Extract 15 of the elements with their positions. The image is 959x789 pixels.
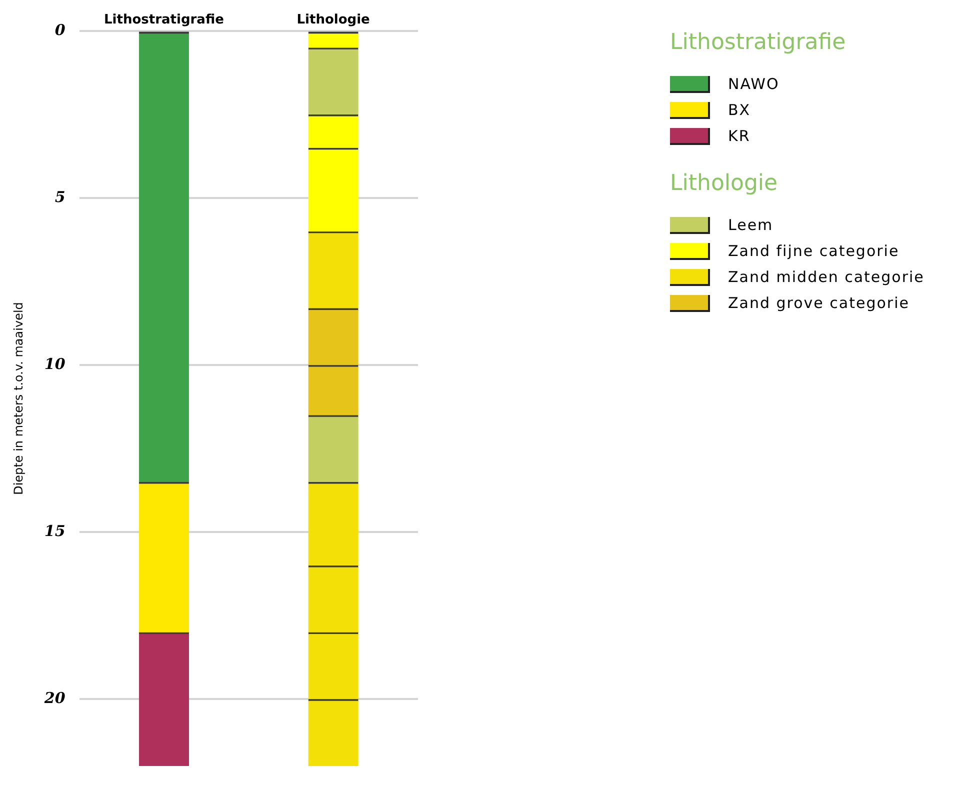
category-label: Lithostratigrafie xyxy=(670,30,846,55)
legend-label: Leem xyxy=(728,216,774,234)
y-tick-label: 5 xyxy=(54,188,66,206)
y-tick-label: 15 xyxy=(44,522,66,540)
legend-label: Zand grove categorie xyxy=(728,294,910,312)
y-tick-label: 10 xyxy=(44,354,66,373)
y-axis-title: Diepte in meters t.o.v. maaiveld xyxy=(11,302,26,495)
y-tick-label: 20 xyxy=(43,689,66,708)
legend-label: KR xyxy=(728,127,750,145)
legend-label: NAWO xyxy=(728,75,780,93)
legend-label: BX xyxy=(728,101,751,119)
legend-label: Zand midden categorie xyxy=(728,268,924,286)
y-tick-label: 0 xyxy=(54,20,66,39)
category-label: Lithologie xyxy=(670,171,778,196)
legend-label: Zand fijne categorie xyxy=(728,242,900,260)
